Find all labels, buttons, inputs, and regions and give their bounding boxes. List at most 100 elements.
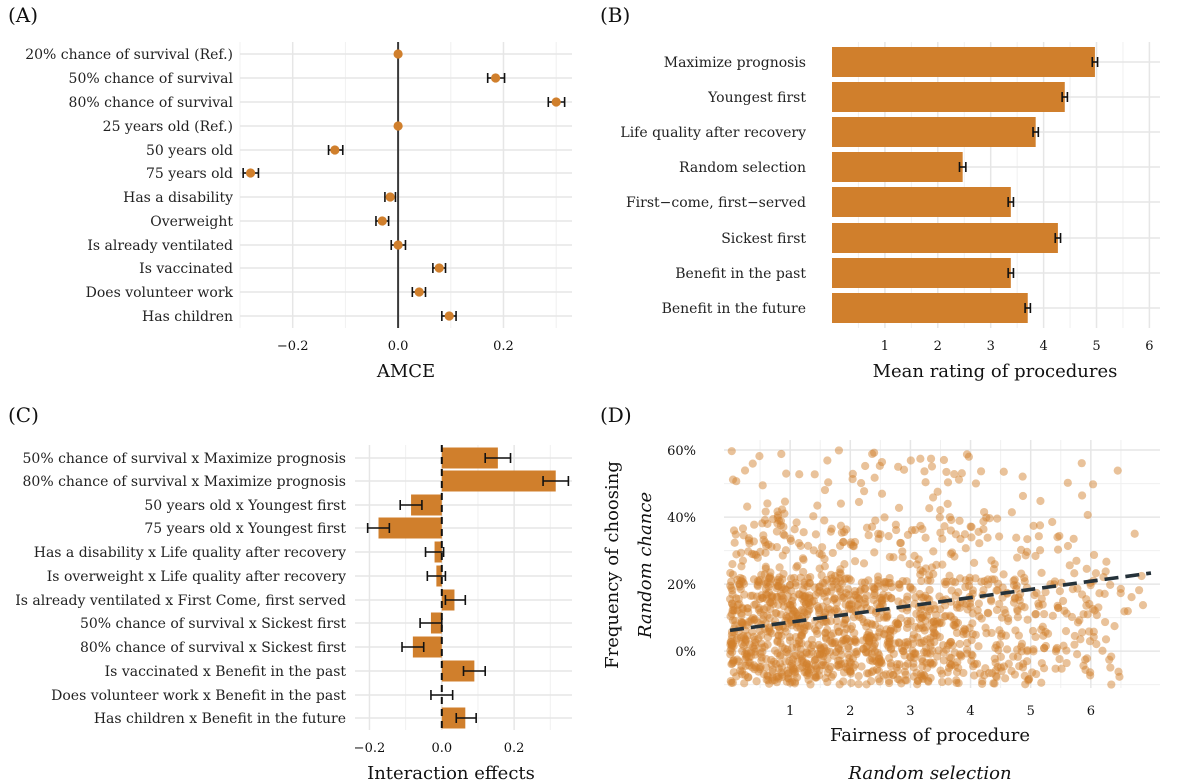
panel-d-point [748,663,757,672]
panel-a-category-label: 20% chance of survival (Ref.) [25,47,233,63]
panel-d-point [1013,606,1022,616]
panel-d-point [920,467,929,476]
panel-d-point [916,521,925,530]
panel-d-point [1120,607,1129,616]
panel-d-point [983,608,992,617]
panel-d-point [975,612,984,621]
panel-d-point [758,643,767,652]
panel-d-point [993,586,1002,595]
panel-d-point [799,528,808,537]
panel-d-point [728,659,737,668]
panel-b-x-tick-label: 1 [881,339,889,354]
panel-d-point [779,569,788,579]
panel-d-point [758,519,767,528]
panel-d-point [737,576,746,586]
panel-d-x-tick-label: 4 [966,704,974,719]
panel-d-point [983,533,992,542]
panel-d-point [784,619,793,628]
panel-d-point [1007,666,1016,676]
panel-d-point [748,459,757,468]
panel-d-point [778,670,787,679]
panel-d-point [958,599,967,608]
panel-d-point [784,669,793,678]
panel-d-point [822,597,832,606]
panel-d-point [814,671,824,680]
panel-d-point [829,595,838,604]
panel-d-point [835,656,844,665]
panel-d-point [796,650,805,659]
panel-a-point [385,192,395,202]
panel-d-point [828,670,838,679]
panel-d-point [783,666,792,675]
panel-d-point [868,449,877,459]
panel-d-point [741,655,750,664]
panel-d-point [948,577,957,586]
panel-b-x-tick-label: 3 [987,339,995,354]
panel-b-bar [832,187,1011,217]
panel-d-point [1012,581,1021,590]
panel-d-point [884,676,894,685]
panel-d-point [846,637,855,646]
panel-d-point [859,618,869,627]
panel-d-point [755,595,765,604]
panel-d-point [822,634,831,643]
panel-d-point [764,582,773,591]
panel-d-point [767,629,776,638]
panel-d-point [820,562,829,571]
panel-d-point [859,644,868,654]
panel-d-point [806,572,815,582]
panel-d-point [796,664,805,673]
panel-a-category-label: Is vaccinated [139,261,233,277]
panel-d-point [910,653,919,663]
panel-d-point [774,600,783,609]
panel-d-point [762,590,772,600]
panel-d-point [727,583,736,593]
panel-d-point [1000,605,1009,615]
panel-d-point [1079,610,1088,619]
panel-d-point [1020,577,1029,586]
panel-d-point [919,647,929,657]
panel-a-category-label: 50 years old [146,143,233,159]
panel-d-point [1137,571,1146,581]
panel-d-point [748,591,757,600]
panel-d-point [832,577,841,586]
panel-d-point [925,595,934,604]
panel-d-point [917,613,926,622]
panel-d-point [959,630,968,639]
panel-d-point [1024,676,1033,685]
panel-d-label: (D) [600,403,632,427]
panel-d-point [895,638,904,648]
panel-d-point [774,674,783,683]
panel-d-point [827,672,836,682]
panel-d-point [1063,541,1073,551]
panel-d-point [813,649,822,659]
panel-d-point [903,530,913,539]
panel-d-point [1010,575,1019,584]
panel-d-point [1086,671,1095,680]
panel-d-point [886,579,895,588]
panel-d-point [821,674,830,683]
panel-d-point [1090,606,1099,615]
panel-d-point [797,652,806,661]
panel-d-point [926,604,935,614]
panel-d-point [868,657,877,666]
panel-d-point [927,618,936,627]
panel-d-point [788,655,797,664]
panel-d-point [841,615,850,624]
panel-d-point [919,637,929,646]
panel-d-point [962,645,972,654]
panel-d-point [755,626,765,636]
panel-d-point [802,659,812,669]
panel-d-point [778,672,787,682]
panel-d-point [893,674,902,684]
panel-d-point [865,633,874,642]
panel-d-point [990,679,999,688]
panel-d-point [883,637,892,647]
panel-d-point [873,648,883,658]
panel-d-point [813,501,822,510]
panel-d-point [1082,564,1091,573]
panel-d-point [1022,657,1032,666]
panel-d-point [727,577,736,586]
panel-d-point [757,631,766,640]
panel-d-point [727,630,736,640]
